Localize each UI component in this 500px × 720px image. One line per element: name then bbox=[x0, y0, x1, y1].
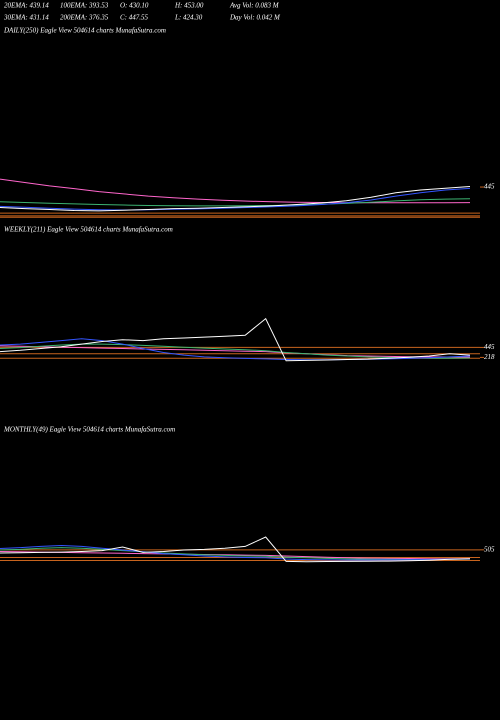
price-line bbox=[0, 186, 471, 212]
stat: C: 447.55 bbox=[120, 14, 149, 22]
stat: L: 424.30 bbox=[174, 14, 203, 22]
price-line bbox=[0, 536, 471, 563]
stat: 20EMA: 439.14 bbox=[4, 2, 49, 10]
stat: H: 453.00 bbox=[174, 2, 204, 10]
y-tick-label: 445 bbox=[484, 183, 495, 191]
price-line bbox=[0, 338, 471, 361]
stat: Day Vol: 0.042 M bbox=[229, 14, 281, 22]
price-line bbox=[0, 198, 471, 207]
panel-title: DAILY(250) Eagle View 504614 charts Muna… bbox=[3, 27, 166, 35]
y-tick-label: 505 bbox=[484, 545, 495, 553]
stat: O: 430.10 bbox=[120, 2, 149, 10]
stat: 30EMA: 431.14 bbox=[3, 14, 49, 22]
stat: 200EMA: 376.35 bbox=[60, 14, 109, 22]
y-tick-label: 445 bbox=[484, 343, 495, 351]
price-line bbox=[0, 345, 471, 358]
price-line bbox=[0, 317, 471, 362]
price-line bbox=[0, 547, 471, 560]
price-line bbox=[0, 187, 471, 211]
price-line bbox=[0, 551, 470, 560]
panel-title: MONTHLY(49) Eagle View 504614 charts Mun… bbox=[3, 426, 175, 434]
stat: Avg Vol: 0.083 M bbox=[229, 2, 280, 10]
price-line bbox=[0, 544, 471, 561]
price-line bbox=[0, 178, 471, 204]
panel-title: WEEKLY(211) Eagle View 504614 charts Mun… bbox=[4, 226, 173, 234]
stat: 100EMA: 393.53 bbox=[60, 2, 109, 10]
y-tick-label: 218 bbox=[484, 353, 495, 361]
